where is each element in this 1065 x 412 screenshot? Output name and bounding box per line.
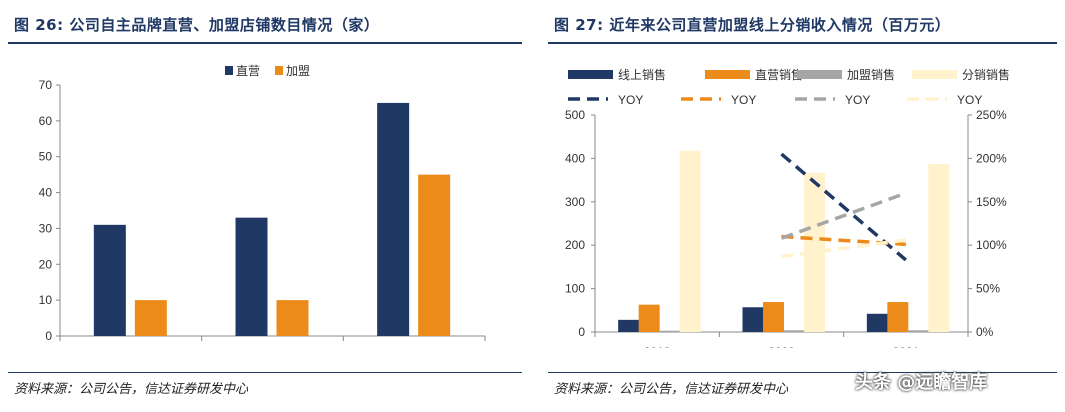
x-tick-label: 2020 [768, 345, 795, 348]
bar-加盟销售-2019 [659, 330, 681, 332]
x-tick-label: 2019 [117, 347, 144, 348]
y-tick-label: 0 [45, 329, 52, 343]
bar-直营-2019 [93, 224, 126, 336]
bar-直营-2021 [377, 102, 410, 336]
x-tick-label: 2021 [892, 345, 919, 348]
y-tick-label: 30 [39, 221, 53, 235]
y2-tick-label: 200% [976, 151, 1007, 165]
store-count-chart: 0 10 20 30 40 50 60 70 2019 2020 2021 直营 加盟 [39, 64, 486, 348]
bar-分销销售-2021 [928, 164, 950, 332]
y-tick-label: 100 [565, 282, 585, 296]
yoy-line-3 [781, 238, 907, 259]
revenue-chart: 0 100 200 300 400 500 0% 50% 100% 150% 200% 250% 201… [565, 67, 1010, 348]
bar-加盟销售-2020 [783, 330, 805, 332]
legend-swatch [705, 70, 750, 79]
legend-swatch [568, 70, 613, 79]
x-tick-label: 2021 [401, 347, 428, 348]
bar-加盟-2021 [418, 174, 451, 336]
legend-label: 直营销售 [755, 67, 803, 82]
y2-tick-label: 50% [976, 282, 1000, 296]
bar-直营销售-2021 [887, 302, 909, 332]
bar-加盟销售-2021 [907, 330, 929, 332]
source-rule [548, 372, 1057, 373]
legend-label: 直营 [236, 64, 260, 78]
y-tick-label: 20 [39, 257, 53, 271]
legend-label: YOY [731, 93, 756, 107]
bar-线上销售-2021 [866, 313, 888, 332]
y-tick-label: 70 [39, 78, 53, 92]
legend-label: 线上销售 [618, 67, 666, 82]
legend-swatch [797, 70, 842, 79]
source-rule [8, 372, 522, 373]
legend-label: 分销销售 [962, 67, 1010, 82]
source-note: 资料来源：公司公告，信达证券研发中心 [554, 382, 789, 397]
x-tick-label: 2019 [644, 345, 671, 348]
bar-直营-2020 [235, 217, 268, 336]
bar-线上销售-2019 [618, 319, 640, 332]
legend-swatch [275, 66, 283, 75]
title-rule [548, 42, 1057, 44]
watermark: 头条 @远瞻智库 [855, 372, 988, 393]
chart-title: 图 26: 公司自主品牌直营、加盟店铺数目情况（家） [14, 16, 380, 34]
title-rule [8, 42, 522, 44]
yoy-line-2 [780, 191, 907, 240]
y-tick-label: 40 [39, 186, 53, 200]
bar-加盟-2019 [134, 300, 167, 336]
legend-label: YOY [845, 93, 870, 107]
y-tick-label: 500 [565, 108, 585, 122]
legend-label: YOY [618, 93, 643, 107]
bar-线上销售-2020 [742, 307, 764, 332]
bar-分销销售-2020 [804, 172, 825, 332]
chart-title: 图 27: 近年来公司直营加盟线上分销收入情况（百万元） [554, 16, 951, 34]
bar-分销销售-2019 [679, 150, 701, 332]
source-note: 资料来源：公司公告，信达证券研发中心 [14, 382, 249, 397]
y-tick-label: 400 [565, 151, 585, 165]
legend-label: 加盟 [286, 64, 310, 78]
bar-直营销售-2019 [638, 304, 660, 332]
bar-加盟-2020 [276, 300, 309, 336]
bar-直营销售-2020 [763, 302, 784, 332]
y2-tick-label: 0% [976, 325, 994, 339]
legend-swatch [912, 70, 957, 79]
y-tick-label: 300 [565, 195, 585, 209]
x-tick-label: 2020 [259, 347, 286, 348]
y-tick-label: 0 [578, 325, 585, 339]
y-tick-label: 50 [39, 150, 53, 164]
y2-tick-label: 250% [976, 108, 1007, 122]
y-tick-label: 200 [565, 238, 585, 252]
legend-label: 加盟销售 [847, 67, 895, 82]
y2-tick-label: 150% [976, 195, 1007, 209]
legend-label: YOY [957, 93, 982, 107]
chart-panel-revenue: 图 27: 近年来公司直营加盟线上分销收入情况（百万元） 0 100 200 300 4… [540, 0, 1065, 412]
legend-swatch [225, 66, 233, 75]
chart-panel-store-count: 图 26: 公司自主品牌直营、加盟店铺数目情况（家） 0 10 20 30 40 50 60… [0, 0, 530, 412]
y-tick-label: 60 [39, 114, 53, 128]
y2-tick-label: 100% [976, 238, 1007, 252]
y-tick-label: 10 [39, 293, 53, 307]
